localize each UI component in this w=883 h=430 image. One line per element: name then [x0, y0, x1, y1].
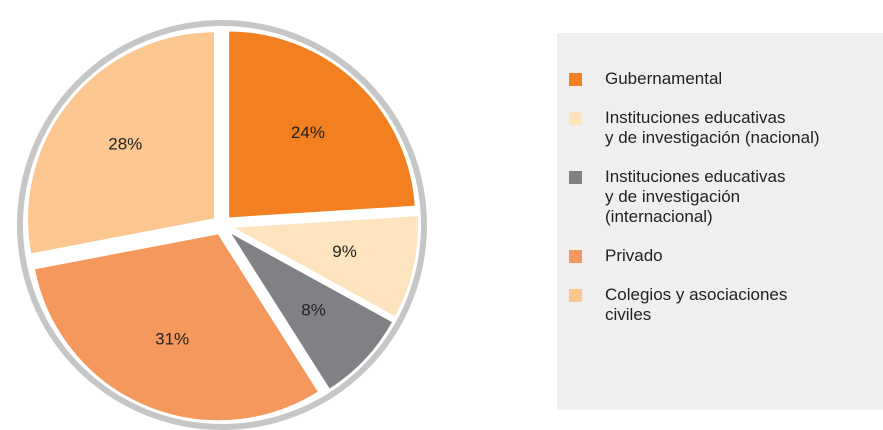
pie-slice: [227, 230, 395, 392]
legend-swatch: [569, 250, 582, 263]
legend-swatch: [569, 112, 582, 125]
slice-label: 31%: [155, 330, 189, 349]
legend-item: Privado: [569, 246, 883, 266]
legend-label: Gubernamental: [605, 69, 723, 88]
slice-label: 9%: [332, 242, 357, 261]
pie-ring: [17, 20, 427, 430]
legend-label: Instituciones educativas y de investigac…: [605, 167, 786, 226]
legend-label: Instituciones educativas y de investigac…: [605, 108, 820, 147]
pie-slice: [227, 29, 417, 220]
legend-swatch: [569, 289, 582, 302]
legend-item: Gubernamental: [569, 69, 883, 89]
legend-swatch: [569, 73, 582, 86]
legend-item: Instituciones educativas y de investigac…: [569, 108, 883, 148]
legend: Gubernamental Instituciones educativas y …: [557, 33, 883, 410]
pie-slice: [32, 232, 321, 423]
slice-label: 8%: [301, 300, 326, 319]
legend-swatch: [569, 171, 582, 184]
legend-label: Colegios y asociaciones civiles: [605, 285, 788, 324]
pie-slice: [26, 30, 217, 256]
legend-item: Colegios y asociaciones civiles: [569, 285, 883, 325]
slice-label: 24%: [291, 123, 325, 142]
legend-label: Privado: [605, 246, 663, 265]
legend-item: Instituciones educativas y de investigac…: [569, 167, 883, 227]
slice-label: 28%: [108, 134, 142, 153]
pie-slice: [227, 214, 420, 319]
pie-area: 24% 9% 8% 31% 28%: [17, 20, 427, 430]
